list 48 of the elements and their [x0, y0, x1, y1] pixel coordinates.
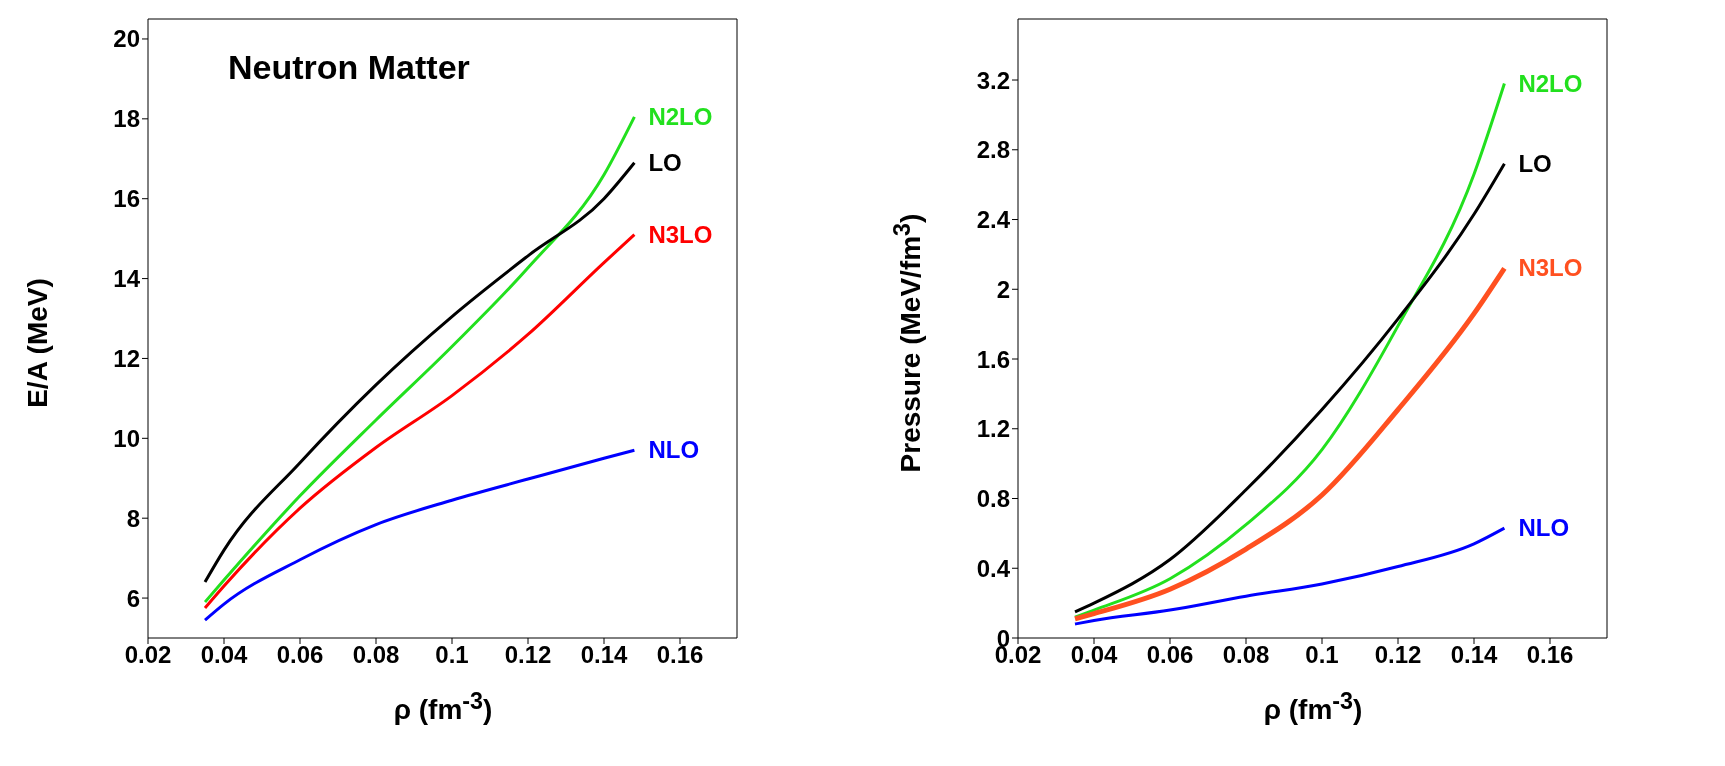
- y-tick-label: 8: [126, 504, 140, 532]
- y-tick-label: 18: [113, 105, 140, 133]
- y-tick-label: 6: [126, 584, 140, 612]
- x-tick-label: 0.1: [1305, 641, 1339, 669]
- y-tick-label: 3.2: [976, 66, 1010, 94]
- y-tick-label: 0.4: [976, 554, 1011, 582]
- y-tick-label: 2.4: [976, 206, 1011, 234]
- text: Neutron Matter: [228, 48, 470, 87]
- x-tick-label: 0.14: [580, 641, 628, 669]
- series-label: N3LO: [1518, 254, 1583, 282]
- x-tick-label: 0.04: [1070, 641, 1118, 669]
- x-tick-label: 0.08: [352, 641, 400, 669]
- x-tick-label: 0.16: [656, 641, 704, 669]
- x-tick-label: 0.16: [1526, 641, 1574, 669]
- x-axis-title: ρ (fm$^{-3}$): [1262, 688, 1364, 727]
- series-label: N2LO: [1518, 69, 1583, 97]
- y-tick-label: 16: [113, 185, 140, 213]
- x-tick-label: 0.02: [124, 641, 172, 669]
- series-label: NLO: [648, 436, 700, 464]
- x-tick-label: 0.04: [200, 641, 248, 669]
- series-label: N3LO: [648, 220, 713, 248]
- y-tick-label: 2: [996, 275, 1010, 303]
- x-tick-label: 0.14: [1450, 641, 1498, 669]
- y-tick-label: 1.2: [976, 415, 1010, 443]
- series-label: N2LO: [648, 102, 713, 130]
- y-tick-label: 20: [113, 25, 140, 53]
- series-label: LO: [648, 148, 682, 176]
- line-series: [203, 448, 636, 622]
- x-tick-label: 0.08: [1222, 641, 1270, 669]
- x-axis-title: ρ (fm$^{-3}$): [392, 688, 494, 727]
- y-tick-label: 2.8: [976, 136, 1010, 164]
- x-tick-label: 0.12: [504, 641, 552, 669]
- y-tick-label: 14: [113, 265, 141, 293]
- series-label: LO: [1518, 149, 1552, 177]
- x-tick-label: 0.06: [1146, 641, 1194, 669]
- y-tick-label: 1.6: [976, 345, 1010, 373]
- y-tick-label: 0.8: [976, 485, 1010, 513]
- line-series: [203, 233, 636, 610]
- line-series: [1073, 82, 1506, 619]
- x-tick-label: 0.1: [435, 641, 469, 669]
- y-tick-label: 12: [113, 344, 140, 372]
- line-series: [1073, 526, 1506, 626]
- line-series: [1073, 162, 1506, 614]
- y-tick-label: 10: [113, 424, 140, 452]
- series-label: NLO: [1518, 514, 1570, 542]
- x-tick-label: 0.12: [1374, 641, 1422, 669]
- x-tick-label: 0.06: [276, 641, 324, 669]
- y-axis-title: E/A (MeV): [22, 278, 54, 408]
